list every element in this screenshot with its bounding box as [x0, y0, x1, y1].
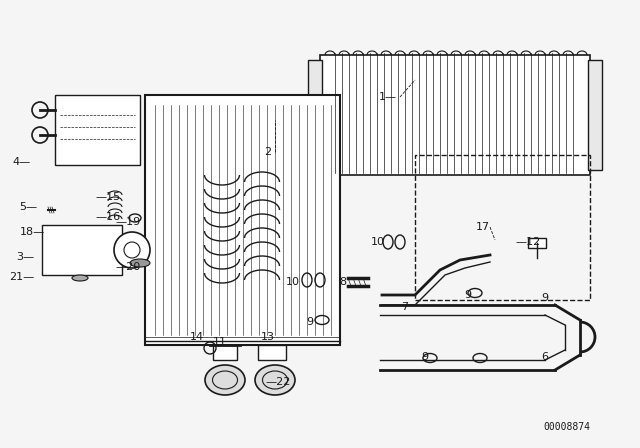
- Text: 11: 11: [213, 337, 227, 347]
- Text: 9: 9: [421, 352, 429, 362]
- Text: 9: 9: [465, 290, 472, 300]
- Text: —20: —20: [115, 262, 141, 272]
- Bar: [258, 345, 286, 360]
- Bar: [588, 60, 602, 170]
- Polygon shape: [145, 95, 340, 345]
- Text: 4—: 4—: [13, 157, 31, 167]
- Text: 8: 8: [339, 277, 347, 287]
- Text: —22: —22: [266, 377, 291, 387]
- Text: 18—: 18—: [19, 227, 45, 237]
- Text: 6: 6: [541, 352, 548, 362]
- Bar: [42, 225, 122, 275]
- Text: —12: —12: [515, 237, 541, 247]
- Ellipse shape: [255, 365, 295, 395]
- Bar: [528, 238, 546, 248]
- Text: 10: 10: [371, 237, 385, 247]
- Text: 14: 14: [190, 332, 204, 342]
- Text: 10: 10: [286, 277, 300, 287]
- Text: 17: 17: [476, 222, 490, 232]
- Bar: [213, 345, 237, 360]
- Text: 2: 2: [264, 147, 271, 157]
- Bar: [415, 155, 590, 300]
- Text: 1—: 1—: [379, 92, 397, 102]
- Ellipse shape: [130, 259, 150, 267]
- Circle shape: [114, 232, 150, 268]
- Text: —19: —19: [115, 217, 141, 227]
- Bar: [320, 55, 590, 175]
- Text: 00008874: 00008874: [543, 422, 590, 432]
- Bar: [308, 60, 322, 170]
- Text: —16: —16: [95, 212, 120, 222]
- Ellipse shape: [205, 365, 245, 395]
- Text: 7: 7: [401, 302, 408, 312]
- Text: 5—: 5—: [19, 202, 37, 212]
- Ellipse shape: [72, 275, 88, 281]
- Text: 21—: 21—: [10, 272, 35, 282]
- Text: 3—: 3—: [16, 252, 34, 262]
- Text: 9: 9: [307, 317, 314, 327]
- Text: 13: 13: [261, 332, 275, 342]
- Text: 9: 9: [541, 293, 548, 303]
- Polygon shape: [55, 95, 140, 165]
- Text: —15: —15: [95, 192, 120, 202]
